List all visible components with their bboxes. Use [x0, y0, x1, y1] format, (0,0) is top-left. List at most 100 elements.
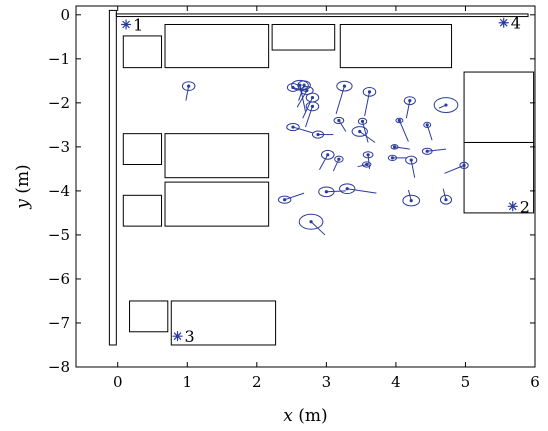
obstacle-1: [115, 13, 529, 18]
confidence-ellipse-12: [311, 130, 325, 139]
obstacle-8: [122, 133, 163, 165]
estimate-point-7: [342, 84, 347, 88]
estimate-point-5: [310, 95, 315, 100]
estimate-point-4: [305, 88, 309, 93]
estimate-17: [423, 121, 433, 141]
anchor-label-3: 3: [185, 327, 195, 346]
estimate-20: [362, 151, 374, 169]
x-axis-unit: (m): [293, 406, 328, 426]
plot-frame: [75, 5, 536, 368]
estimate-point-23: [390, 156, 395, 160]
estimate-error-line-6: [305, 106, 313, 128]
y-tick-label-7: −7: [48, 314, 70, 332]
estimate-layer: [181, 79, 469, 236]
estimate-point-9: [408, 99, 412, 103]
estimate-point-12: [316, 132, 320, 137]
anchor-label-1: 1: [133, 15, 143, 34]
estimate-9: [403, 96, 416, 119]
estimate-28: [339, 183, 377, 195]
estimate-24: [405, 155, 418, 178]
estimate-point-32: [309, 220, 313, 224]
estimate-point-2: [302, 83, 306, 87]
estimate-point-25: [462, 163, 466, 167]
estimate-error-line-15: [359, 131, 376, 143]
obstacle-layer: [108, 9, 535, 346]
estimate-point-1: [298, 83, 302, 87]
confidence-ellipse-14: [357, 117, 368, 125]
confidence-ellipse-3: [286, 82, 300, 92]
confidence-ellipse-29: [277, 195, 292, 204]
confidence-ellipse-26: [362, 161, 372, 168]
estimate-error-line-31: [442, 188, 447, 200]
estimate-error-line-28: [347, 188, 377, 194]
estimate-point-13: [337, 118, 341, 123]
estimate-error-line-16: [398, 120, 409, 142]
estimate-point-21: [392, 145, 397, 149]
confidence-ellipse-19: [334, 155, 344, 163]
estimate-point-10: [444, 103, 448, 107]
confidence-ellipse-23: [387, 154, 398, 162]
estimate-point-22: [425, 149, 429, 153]
confidence-ellipse-24: [405, 155, 418, 165]
confidence-ellipse-13: [333, 116, 345, 125]
estimate-error-line-24: [410, 159, 416, 178]
estimate-0: [181, 81, 196, 101]
anchor-label-2: 2: [520, 197, 530, 216]
estimate-27: [318, 186, 346, 198]
estimate-23: [387, 154, 407, 162]
estimate-3: [286, 82, 308, 93]
anchor-2: 2: [507, 197, 530, 216]
confidence-ellipse-21: [390, 144, 399, 150]
confidence-ellipse-27: [318, 186, 335, 198]
y-axis-label: y (m): [13, 164, 33, 209]
confidence-ellipse-0: [181, 81, 196, 92]
estimate-18: [318, 149, 335, 171]
estimate-16: [395, 117, 409, 142]
estimate-point-27: [324, 190, 328, 194]
estimate-31: [439, 188, 453, 205]
y-tick-label-5: −5: [48, 226, 70, 244]
estimate-point-28: [345, 187, 349, 191]
anchor-4: 4: [498, 14, 521, 33]
estimate-error-line-4: [296, 90, 308, 108]
anchor-marker-1: [121, 19, 132, 30]
confidence-ellipse-8: [362, 86, 377, 97]
x-tick-label-5: 5: [461, 373, 471, 391]
obstacle-6: [463, 71, 535, 143]
obstacle-2: [122, 35, 163, 69]
y-tick-label-8: −8: [48, 358, 70, 376]
estimate-error-line-0: [185, 86, 190, 101]
estimate-error-line-29: [284, 192, 305, 201]
estimate-30: [402, 189, 421, 207]
estimate-error-line-9: [405, 100, 411, 119]
estimate-point-11: [291, 125, 295, 129]
estimate-error-line-11: [292, 126, 313, 134]
y-axis-unit: (m): [13, 164, 33, 199]
estimate-4: [296, 86, 314, 108]
estimate-point-31: [444, 198, 448, 202]
estimate-error-line-22: [427, 148, 447, 152]
confidence-ellipse-11: [286, 123, 300, 132]
estimate-13: [333, 116, 347, 132]
estimate-15: [351, 126, 376, 143]
anchor-marker-3: [172, 331, 183, 342]
obstacle-7: [463, 141, 535, 214]
estimate-point-16: [397, 118, 401, 123]
obstacle-4: [271, 23, 336, 51]
y-tick-label-3: −3: [48, 138, 70, 156]
estimate-point-6: [310, 104, 315, 108]
confidence-ellipse-18: [320, 149, 335, 160]
confidence-ellipse-16: [395, 117, 404, 124]
estimate-32: [298, 213, 326, 236]
estimate-11: [286, 123, 313, 134]
confidence-ellipse-6: [305, 101, 320, 112]
estimate-point-14: [360, 119, 365, 123]
y-tick-label-6: −6: [48, 270, 70, 288]
estimate-29: [277, 192, 305, 204]
estimate-6: [305, 101, 320, 128]
tick-layer: 0 1 2 3 4 5 6 0 −1 −2 −3 −4 −5 −6 −7 −8: [48, 6, 540, 391]
confidence-ellipse-9: [403, 96, 416, 106]
estimate-7: [335, 80, 353, 115]
obstacle-5: [339, 23, 453, 69]
confidence-ellipse-10: [433, 97, 459, 114]
